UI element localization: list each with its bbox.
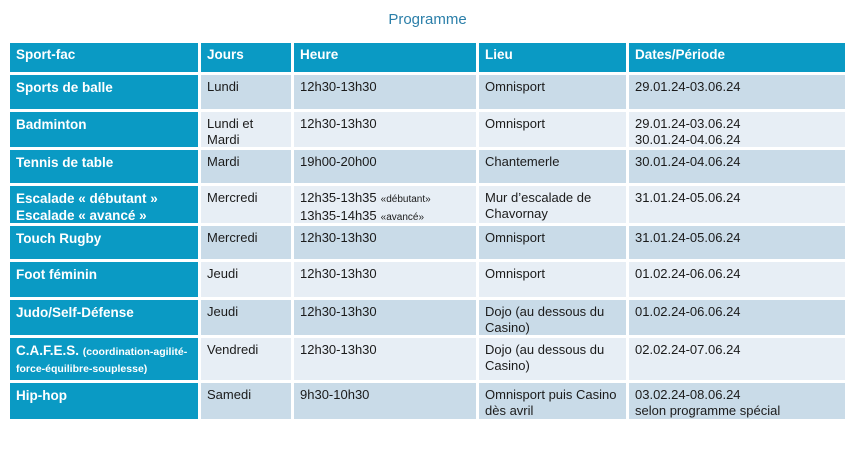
dates-line: selon programme spécial	[635, 403, 781, 418]
cell-jours: Lundi	[201, 75, 291, 109]
cell-heure: 12h30-13h30	[294, 338, 476, 380]
cell-sport: C.A.F.E.S. (coordination-agilité-force-é…	[10, 338, 198, 380]
header-cell-dates: Dates/Période	[629, 43, 845, 72]
cell-lieu: Dojo (au dessous du Casino)	[479, 300, 626, 335]
cell-dates: 29.01.24-03.06.24	[629, 75, 845, 109]
cell-heure: 12h30-13h30	[294, 226, 476, 259]
header-cell-sport-fac: Sport-fac	[10, 43, 198, 72]
cell-jours: Vendredi	[201, 338, 291, 380]
cell-sport: Sports de balle	[10, 75, 198, 109]
sport-description: (coordination-agilité-force-équilibre-so…	[16, 346, 188, 375]
heure-line: 12h35-13h35 «débutant»	[300, 190, 470, 208]
cell-sport: Badminton	[10, 112, 198, 147]
header-cell-jours: Jours	[201, 43, 291, 72]
dates-line: 29.01.24-03.06.24	[635, 116, 741, 131]
cell-heure: 12h35-13h35 «débutant» 13h35-14h35 «avancé…	[294, 186, 476, 223]
cell-heure: 12h30-13h30	[294, 300, 476, 335]
cell-heure: 12h30-13h30	[294, 112, 476, 147]
cell-sport: Foot féminin	[10, 262, 198, 297]
cell-lieu: Omnisport	[479, 112, 626, 147]
cell-jours: Lundi et Mardi	[201, 112, 291, 147]
page-title: Programme	[388, 11, 467, 28]
cell-sport: Hip-hop	[10, 383, 198, 419]
header-cell-lieu: Lieu	[479, 43, 626, 72]
programme-table: Sport-fac Jours Heure Lieu Dates/Période…	[10, 43, 845, 419]
cell-sport: Touch Rugby	[10, 226, 198, 259]
cell-jours: Samedi	[201, 383, 291, 419]
cell-dates: 03.02.24-08.06.24 selon programme spécia…	[629, 383, 845, 419]
cell-lieu: Omnisport	[479, 75, 626, 109]
cell-jours: Jeudi	[201, 300, 291, 335]
heure-time: 13h35-14h35	[300, 208, 377, 223]
cell-dates: 02.02.24-07.06.24	[629, 338, 845, 380]
cell-dates: 29.01.24-03.06.24 30.01.24-04.06.24	[629, 112, 845, 147]
sport-acronym: C.A.F.E.S.	[16, 343, 80, 358]
sport-line: Escalade « débutant »	[16, 191, 158, 206]
cell-heure: 12h30-13h30	[294, 262, 476, 297]
cell-sport: Judo/Self-Défense	[10, 300, 198, 335]
cell-lieu: Mur d’escalade de Chavornay	[479, 186, 626, 223]
cell-dates: 31.01.24-05.06.24	[629, 186, 845, 223]
header-cell-heure: Heure	[294, 43, 476, 72]
cell-lieu: Chantemerle	[479, 150, 626, 183]
heure-time: 12h35-13h35	[300, 190, 377, 205]
cell-lieu: Omnisport puis Casino dès avril	[479, 383, 626, 419]
sport-line: Escalade « avancé »	[16, 208, 147, 223]
heure-level-note: «débutant»	[380, 194, 431, 205]
cell-dates: 31.01.24-05.06.24	[629, 226, 845, 259]
cell-sport: Tennis de table	[10, 150, 198, 183]
cell-dates: 01.02.24-06.06.24	[629, 300, 845, 335]
cell-lieu: Dojo (au dessous du Casino)	[479, 338, 626, 380]
cell-lieu: Omnisport	[479, 226, 626, 259]
cell-jours: Mercredi	[201, 226, 291, 259]
cell-dates: 30.01.24-04.06.24	[629, 150, 845, 183]
cell-sport: Escalade « débutant » Escalade « avancé …	[10, 186, 198, 223]
dates-line: 03.02.24-08.06.24	[635, 387, 741, 402]
dates-line: 30.01.24-04.06.24	[635, 132, 741, 147]
heure-line: 13h35-14h35 «avancé»	[300, 208, 470, 223]
cell-heure: 12h30-13h30	[294, 75, 476, 109]
cell-heure: 19h00-20h00	[294, 150, 476, 183]
cell-jours: Mercredi	[201, 186, 291, 223]
heure-level-note: «avancé»	[380, 212, 425, 223]
cell-jours: Mardi	[201, 150, 291, 183]
cell-heure: 9h30-10h30	[294, 383, 476, 419]
cell-jours: Jeudi	[201, 262, 291, 297]
cell-lieu: Omnisport	[479, 262, 626, 297]
cell-dates: 01.02.24-06.06.24	[629, 262, 845, 297]
